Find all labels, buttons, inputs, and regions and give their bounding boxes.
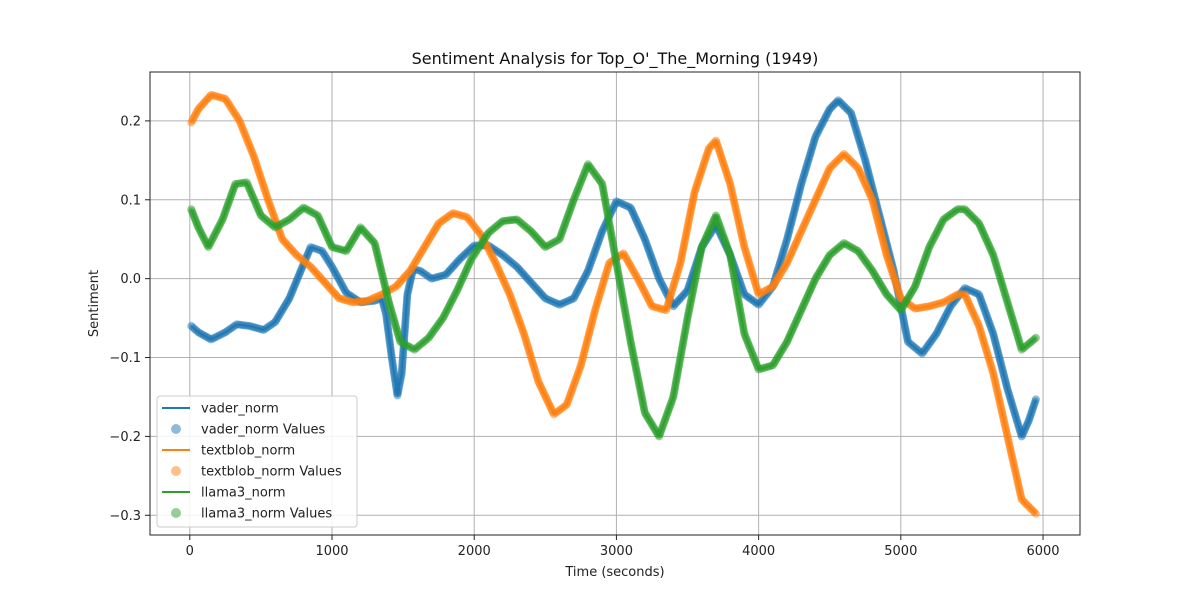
- y-tick-label: 0.1: [120, 193, 141, 208]
- series: [187, 90, 1040, 518]
- legend: vader_norm vader_norm Values textblob_norm…: [156, 395, 358, 528]
- legend-marker-llama3-norm: [171, 508, 181, 518]
- legend-label-llama3-norm-values: llama3_norm Values: [201, 507, 332, 522]
- legend-label-textblob-norm-values: textblob_norm Values: [201, 465, 342, 480]
- legend-marker-vader-norm: [171, 424, 181, 434]
- x-tick-label: 4000: [742, 544, 775, 559]
- y-tick-label: −0.2: [109, 430, 141, 445]
- legend-label-llama3-norm: llama3_norm: [201, 486, 286, 501]
- y-axis-label: Sentiment: [87, 270, 102, 337]
- legend-box: [156, 395, 358, 528]
- y-tick-label: 0.0: [120, 272, 141, 287]
- axes: 0 1000 2000 3000 4000 5000 6000 −0.3 −0.2 −0.1 0.0…: [109, 114, 1059, 559]
- legend-label-textblob-norm: textblob_norm: [201, 444, 295, 459]
- x-axis-label: Time (seconds): [564, 565, 664, 580]
- chart-title: Sentiment Analysis for Top_O'_The_Mornin…: [412, 49, 819, 69]
- y-tick-label: 0.2: [120, 114, 141, 129]
- legend-marker-textblob-norm: [171, 466, 181, 476]
- llama3-norm-line: [190, 163, 1037, 438]
- plot-frame: [149, 71, 1081, 536]
- y-tick-label: −0.3: [109, 509, 141, 524]
- x-tick-label: 6000: [1026, 544, 1059, 559]
- legend-label-vader-norm: vader_norm: [201, 402, 279, 417]
- x-tick-label: 1000: [315, 544, 348, 559]
- llama3-norm-series: [187, 160, 1040, 441]
- x-tick-label: 0: [186, 544, 194, 559]
- y-tick-label: −0.1: [109, 351, 141, 366]
- x-tick-label: 3000: [600, 544, 633, 559]
- x-tick-label: 5000: [884, 544, 917, 559]
- legend-label-vader-norm-values: vader_norm Values: [201, 423, 326, 438]
- x-tick-label: 2000: [458, 544, 491, 559]
